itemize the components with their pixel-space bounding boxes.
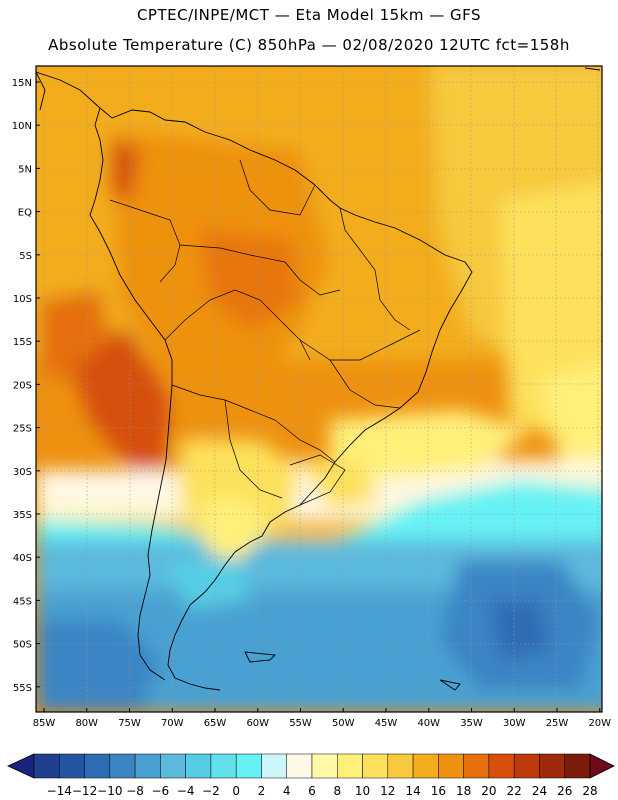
colorbar-label: 12 — [380, 784, 395, 798]
colorbar-label: −4 — [177, 784, 195, 798]
colorbar-swatch — [438, 753, 464, 779]
map-title-line1: CPTEC/INPE/MCT — Eta Model 15km — GFS — [136, 6, 482, 24]
colorbar-label: 0 — [232, 784, 240, 798]
lat-label: 15S — [13, 337, 32, 348]
colorbar-swatch — [59, 753, 85, 779]
lat-label: 50S — [13, 640, 32, 651]
lon-label: 50W — [332, 718, 355, 729]
lon-label: 75W — [118, 718, 141, 729]
country-borders — [109, 159, 421, 506]
lon-label: 80W — [75, 718, 98, 729]
lat-label: 35S — [13, 510, 32, 521]
lat-label: 20S — [13, 380, 32, 391]
longitude-labels: 85W 80W 75W 70W 65W 60W 55W 50W 45W 40W 35W 30W 25W 2… — [33, 708, 611, 729]
lon-label: 25W — [546, 718, 569, 729]
colorbar-low-arrow — [7, 753, 35, 779]
colorbar-swatch — [261, 753, 287, 779]
lon-label: 55W — [289, 718, 312, 729]
colorbar-swatch — [337, 753, 363, 779]
lat-label: 10S — [13, 294, 32, 305]
colorbar-swatch — [134, 753, 161, 779]
lat-label: 5S — [19, 251, 32, 262]
colorbar-label: 8 — [333, 784, 341, 798]
colorbar-label: 6 — [308, 784, 316, 798]
colorbar-swatch — [488, 753, 515, 779]
lat-label: 5N — [18, 164, 32, 175]
map-frame — [35, 65, 603, 713]
lat-label: 55S — [13, 683, 32, 694]
lat-label: 15N — [12, 78, 32, 89]
map-title-line2: Absolute Temperature (C) 850hPa — 02/08/… — [48, 36, 570, 54]
colorbar-labels: −14 −12 −10 −8 −6 −4 −2 0 2 4 6 8 10 12 14 16 18 20 22 24 26… — [47, 784, 598, 798]
colorbar-label: 16 — [431, 784, 446, 798]
colorbar-label: −14 — [47, 784, 72, 798]
colorbar-label: 10 — [355, 784, 370, 798]
colorbar-label: 22 — [507, 784, 522, 798]
lon-label: 45W — [375, 718, 398, 729]
lat-label: 45S — [13, 596, 32, 607]
lon-label: 70W — [161, 718, 184, 729]
latitude-labels: 15N 10N 5N EQ 5S 10S 15S 20S 25S 30S 35S 40S 45S 50S 5… — [12, 78, 40, 694]
colorbar-swatch — [362, 753, 389, 779]
colorbar-label: 26 — [557, 784, 572, 798]
lat-label: 40S — [13, 553, 32, 564]
lon-label: 60W — [246, 718, 269, 729]
colorbar-swatch — [539, 753, 565, 779]
colorbar-swatch — [463, 753, 490, 779]
colorbar-label: 18 — [456, 784, 471, 798]
colorbar-label: −12 — [72, 784, 97, 798]
colorbar-swatch — [387, 753, 414, 779]
colorbar-label: 14 — [405, 784, 420, 798]
colorbar-label: 24 — [532, 784, 547, 798]
lon-label: 35W — [460, 718, 483, 729]
colorbar-swatch — [564, 753, 591, 779]
colorbar-swatch — [185, 753, 212, 779]
colorbar — [7, 753, 615, 779]
colorbar-label: −2 — [202, 784, 220, 798]
lon-label: 30W — [503, 718, 526, 729]
lon-label: 85W — [33, 718, 56, 729]
lat-label: 25S — [13, 424, 32, 435]
lat-label: EQ — [18, 208, 32, 219]
colorbar-label: 4 — [283, 784, 291, 798]
temperature-field — [36, 66, 602, 712]
lon-label: 20W — [588, 718, 611, 729]
colorbar-high-arrow — [589, 753, 615, 779]
lon-label: 65W — [204, 718, 227, 729]
lat-label: 30S — [13, 467, 32, 478]
colorbar-swatch — [412, 753, 439, 779]
colorbar-swatch — [513, 753, 540, 779]
colorbar-swatch — [286, 753, 313, 779]
colorbar-swatch — [84, 753, 111, 779]
colorbar-label: −10 — [97, 784, 122, 798]
colorbar-label: −6 — [152, 784, 170, 798]
colorbar-swatch — [160, 753, 186, 779]
colorbar-swatch — [311, 753, 338, 779]
colorbar-swatch — [109, 753, 136, 779]
colorbar-label: 20 — [481, 784, 496, 798]
colorbar-label: 2 — [258, 784, 266, 798]
colorbar-label: 28 — [582, 784, 597, 798]
colorbar-swatch — [210, 753, 237, 779]
colorbar-label: −8 — [126, 784, 144, 798]
lat-label: 10N — [12, 121, 32, 132]
colorbar-swatch — [33, 753, 60, 779]
colorbar-swatch — [235, 753, 262, 779]
lon-label: 40W — [417, 718, 440, 729]
